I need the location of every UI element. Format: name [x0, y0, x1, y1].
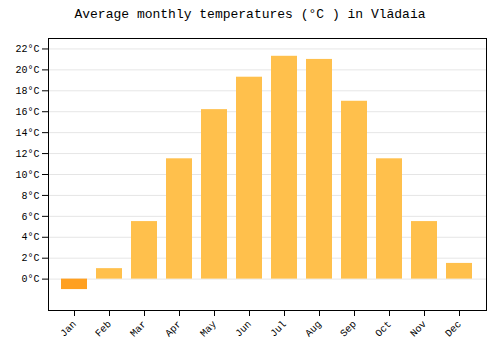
svg-text:0°C: 0°C [21, 274, 39, 285]
svg-text:Feb: Feb [93, 319, 114, 340]
svg-text:22°C: 22°C [15, 44, 39, 55]
svg-text:4°C: 4°C [21, 232, 39, 243]
svg-text:6°C: 6°C [21, 212, 39, 223]
svg-text:18°C: 18°C [15, 86, 39, 97]
svg-text:Apr: Apr [163, 319, 184, 340]
svg-text:Oct: Oct [373, 319, 394, 340]
svg-text:Nov: Nov [408, 319, 429, 340]
svg-text:8°C: 8°C [21, 191, 39, 202]
svg-text:20°C: 20°C [15, 65, 39, 76]
svg-text:Jan: Jan [58, 319, 79, 340]
svg-text:Jun: Jun [233, 319, 254, 340]
svg-text:14°C: 14°C [15, 128, 39, 139]
svg-text:Aug: Aug [303, 319, 324, 340]
svg-text:12°C: 12°C [15, 149, 39, 160]
html-text:Average monthly temperatures (: Average monthly temperatures (°C ) in Vl… [74, 7, 426, 22]
svg-text:Sep: Sep [338, 319, 359, 340]
svg-text:May: May [198, 319, 219, 340]
svg-text:Dec: Dec [443, 319, 464, 340]
svg-text:10°C: 10°C [15, 170, 39, 181]
svg-text:Mar: Mar [128, 319, 149, 340]
svg-text:Jul: Jul [268, 319, 289, 340]
svg-text:2°C: 2°C [21, 253, 39, 264]
svg-text:16°C: 16°C [15, 107, 39, 118]
